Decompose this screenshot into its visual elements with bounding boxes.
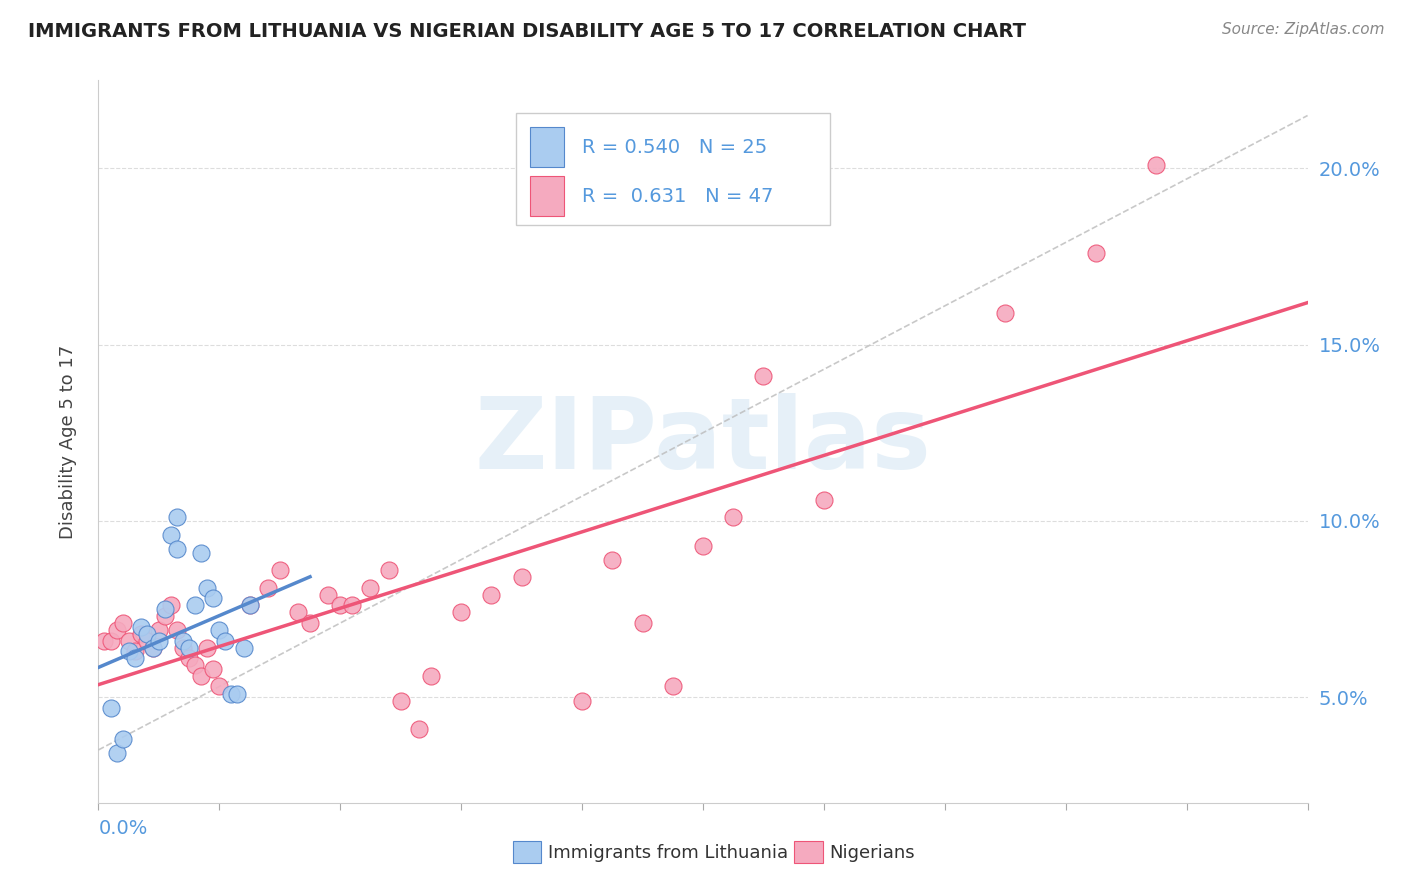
Point xyxy=(510,570,533,584)
Bar xyxy=(530,177,564,216)
Text: Nigerians: Nigerians xyxy=(830,844,915,862)
Point xyxy=(166,510,188,524)
Point xyxy=(571,693,593,707)
Text: Source: ZipAtlas.com: Source: ZipAtlas.com xyxy=(1222,22,1385,37)
Point xyxy=(631,615,654,630)
Point xyxy=(129,619,152,633)
Point xyxy=(100,633,122,648)
Point xyxy=(129,626,152,640)
Point xyxy=(172,633,194,648)
Point xyxy=(195,640,218,655)
Point xyxy=(723,510,745,524)
Point xyxy=(190,669,212,683)
Point xyxy=(1144,158,1167,172)
Text: ZIPatlas: ZIPatlas xyxy=(475,393,931,490)
Point xyxy=(208,623,231,637)
Text: IMMIGRANTS FROM LITHUANIA VS NIGERIAN DISABILITY AGE 5 TO 17 CORRELATION CHART: IMMIGRANTS FROM LITHUANIA VS NIGERIAN DI… xyxy=(28,22,1026,41)
Point xyxy=(160,528,183,542)
Point xyxy=(153,609,176,624)
Point xyxy=(232,640,254,655)
Point xyxy=(160,599,183,613)
Point xyxy=(166,623,188,637)
Point xyxy=(389,693,412,707)
Point xyxy=(118,644,141,658)
Point xyxy=(179,640,201,655)
Point xyxy=(408,722,430,736)
Point xyxy=(190,545,212,559)
Point xyxy=(148,633,170,648)
Point xyxy=(377,563,399,577)
Point xyxy=(195,581,218,595)
Point xyxy=(135,633,157,648)
Text: Immigrants from Lithuania: Immigrants from Lithuania xyxy=(548,844,789,862)
Point xyxy=(360,581,382,595)
Point xyxy=(184,599,207,613)
Text: 0.0%: 0.0% xyxy=(98,819,148,838)
Point xyxy=(111,615,134,630)
Point xyxy=(166,542,188,557)
Point xyxy=(208,680,231,694)
Point xyxy=(752,369,775,384)
Point xyxy=(256,581,278,595)
Point xyxy=(342,599,364,613)
Point xyxy=(179,651,201,665)
Point xyxy=(124,651,146,665)
Point xyxy=(269,563,291,577)
Point xyxy=(450,606,472,620)
Text: R = 0.540   N = 25: R = 0.540 N = 25 xyxy=(582,137,768,157)
Point xyxy=(221,687,243,701)
Point xyxy=(994,306,1017,320)
Point xyxy=(481,588,503,602)
Point xyxy=(329,599,352,613)
Point xyxy=(135,626,157,640)
Point xyxy=(142,640,165,655)
Point xyxy=(226,687,249,701)
Point xyxy=(316,588,339,602)
Y-axis label: Disability Age 5 to 17: Disability Age 5 to 17 xyxy=(59,344,77,539)
Point xyxy=(813,492,835,507)
Point xyxy=(299,615,322,630)
Point xyxy=(124,644,146,658)
Point xyxy=(602,552,624,566)
Text: R =  0.631   N = 47: R = 0.631 N = 47 xyxy=(582,186,773,206)
Point xyxy=(420,669,443,683)
Point xyxy=(239,599,262,613)
Bar xyxy=(530,128,564,167)
Point xyxy=(1085,246,1108,260)
Point xyxy=(118,633,141,648)
Point xyxy=(93,633,115,648)
FancyBboxPatch shape xyxy=(516,112,830,225)
Point xyxy=(202,662,225,676)
Point xyxy=(105,747,128,761)
Point xyxy=(100,700,122,714)
Point xyxy=(202,591,225,606)
Point xyxy=(148,623,170,637)
Point xyxy=(172,640,194,655)
Point xyxy=(661,680,683,694)
Point xyxy=(692,539,714,553)
Point xyxy=(105,623,128,637)
Point xyxy=(214,633,236,648)
Point xyxy=(184,658,207,673)
Point xyxy=(153,602,176,616)
Point xyxy=(111,732,134,747)
Point xyxy=(287,606,309,620)
Point xyxy=(142,640,165,655)
Point xyxy=(239,599,262,613)
